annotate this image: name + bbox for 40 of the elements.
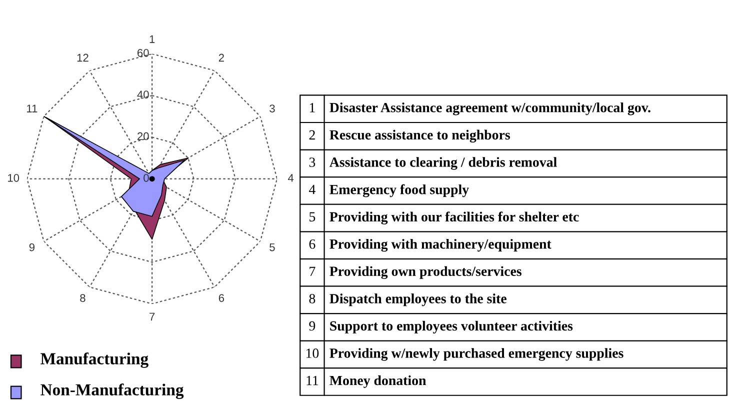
spoke-label: 3 [270, 104, 275, 112]
category-label: 2 [309, 130, 315, 140]
category-label: 8 [309, 294, 316, 304]
legend-label: Non-Manufacturing [40, 384, 184, 399]
text: Disaster Assistance agreement w/community/local gov. [330, 102, 650, 116]
category-label: 11 [306, 376, 318, 386]
spoke-label: 8 [80, 294, 86, 302]
text: Emergency food supply [330, 184, 469, 198]
spoke-label: 2 [218, 54, 224, 62]
text: Money donation [330, 375, 426, 388]
text: Providing own products/services [330, 266, 522, 279]
category-label: 3 [309, 158, 316, 167]
spoke-label: 6 [218, 294, 224, 302]
spoke-label: 10 [8, 174, 20, 182]
category-label: 7 [310, 266, 316, 276]
category-label: 1 [310, 103, 315, 112]
text: Support to employees volunteer activities [330, 320, 573, 334]
category-label: 6 [309, 239, 316, 249]
category-label: 5 [310, 212, 316, 222]
legend-label: Manufacturing [40, 352, 148, 368]
spoke-label: 4 [288, 174, 294, 182]
y-tick-label: 0 [144, 174, 149, 182]
spoke-label: 7 [150, 312, 155, 320]
y-tick-label: 40 [137, 90, 149, 99]
spoke-label: 1 [150, 35, 155, 43]
spoke-label: 5 [270, 243, 275, 252]
category-label: 4 [308, 184, 316, 194]
category-label: 10 [306, 348, 319, 358]
text: Providing with our facilities for shelter etc [330, 212, 579, 224]
spoke-label: 12 [77, 54, 88, 62]
category-label: 9 [309, 321, 316, 331]
y-tick-label: 20 [137, 132, 149, 140]
text: Assistance to clearing / debris removal [330, 157, 557, 170]
spoke-label: 11 [27, 104, 38, 112]
text: Providing w/newly purchased emergency supplies [330, 348, 624, 361]
y-tick-label: 60 [138, 48, 149, 57]
text: Dispatch employees to the site [330, 294, 506, 306]
spoke-label: 9 [29, 243, 34, 252]
text: Rescue assistance to neighbors [330, 130, 510, 142]
text: Providing with machinery/equipment [330, 238, 552, 252]
